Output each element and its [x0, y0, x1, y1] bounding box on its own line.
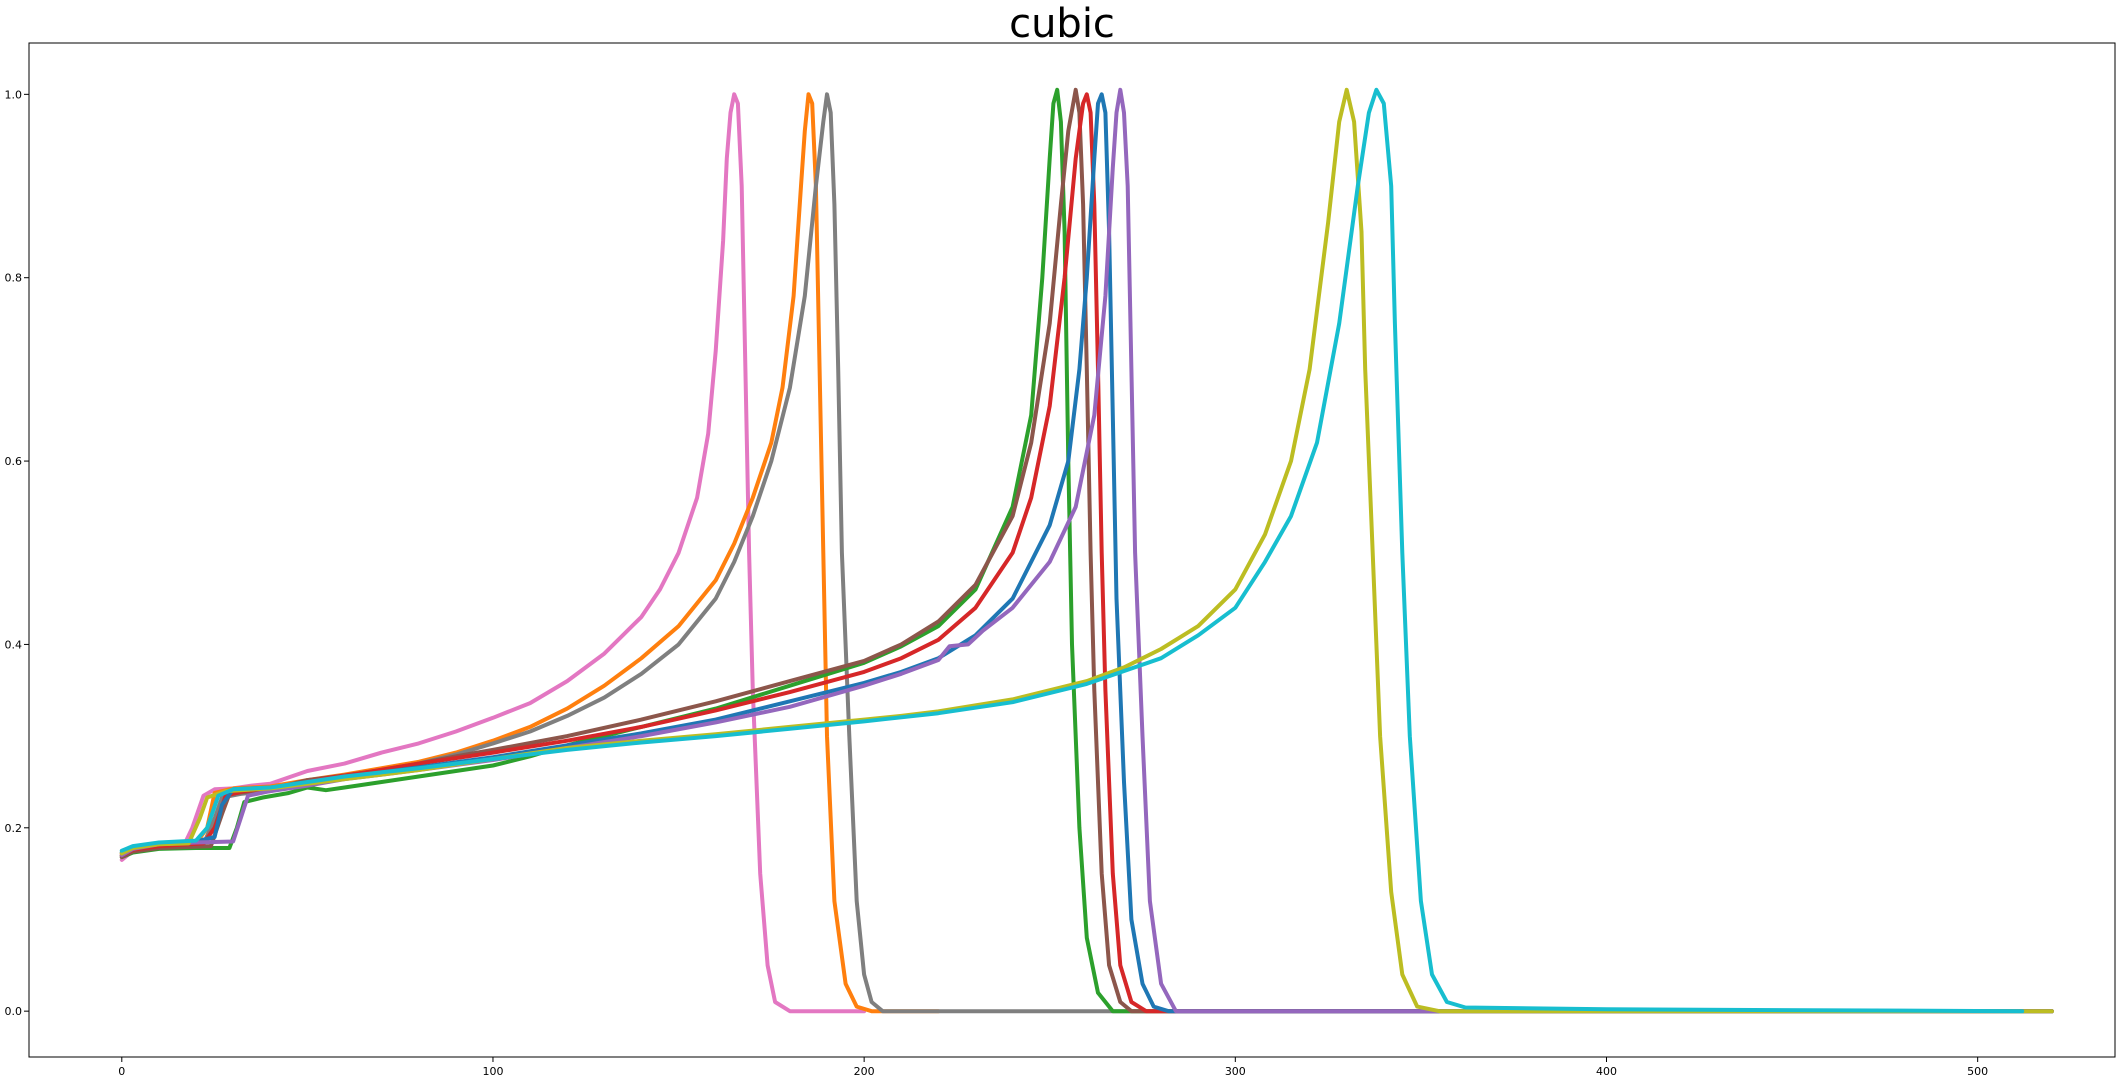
- y-tick-label: 0.4: [5, 638, 23, 651]
- x-tick-label: 500: [1967, 1065, 1988, 1078]
- y-tick-label: 0.2: [5, 822, 23, 835]
- series-line-6: [119, 92, 2054, 1014]
- axis-layer: 0 100 200 300 400 500 0.0 0.2 0.4 0.6 0.8 1.0: [5, 88, 1989, 1078]
- x-tick-label: 100: [482, 1065, 503, 1078]
- series-line-2: [119, 92, 941, 1014]
- series-line-9: [119, 87, 2054, 1014]
- x-tick-label: 300: [1225, 1065, 1246, 1078]
- series-line-10: [119, 87, 2025, 1014]
- y-tick-label: 0.8: [5, 272, 23, 285]
- chart-title: cubic: [1009, 1, 1115, 47]
- y-tick-label: 0.0: [5, 1005, 23, 1018]
- series-line-5: [119, 87, 2054, 1014]
- x-tick-label: 400: [1596, 1065, 1617, 1078]
- series-line-4: [119, 87, 2054, 1014]
- series-line-1: [119, 92, 867, 1014]
- series-line-7: [119, 92, 2054, 1014]
- y-tick-label: 1.0: [5, 88, 23, 101]
- plot-frame: [28, 42, 2116, 1058]
- x-tick-label: 200: [854, 1065, 875, 1078]
- series-line-8: [119, 87, 2054, 1014]
- y-tick-label: 0.6: [5, 455, 23, 468]
- series-line-3: [119, 92, 2054, 1014]
- series-layer: [119, 87, 2054, 1014]
- x-tick-label: 0: [118, 1065, 125, 1078]
